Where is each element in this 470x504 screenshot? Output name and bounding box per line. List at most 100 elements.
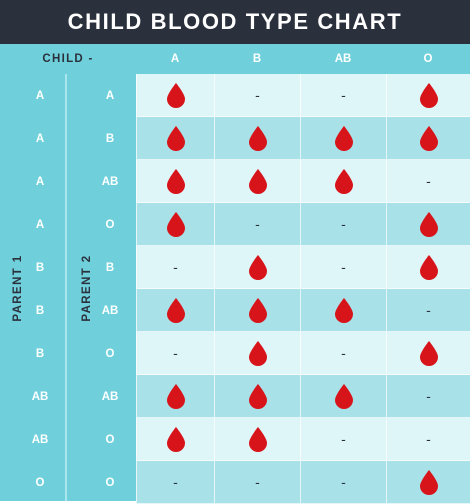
not-possible-mark: - — [255, 216, 260, 232]
result-cell: - — [300, 418, 386, 461]
child-header-bar: CHILD - A B AB O — [0, 44, 470, 74]
table-row: -- — [136, 203, 470, 246]
parent1-type: A — [35, 133, 45, 145]
result-cell — [386, 74, 470, 117]
result-cell — [300, 117, 386, 160]
blood-drop-icon — [166, 298, 185, 323]
parent2-column: PARENT 2 A B AB O B AB O AB O O — [67, 74, 136, 501]
result-cell: - — [300, 74, 386, 117]
result-cell — [300, 375, 386, 418]
blood-drop-icon — [334, 384, 353, 409]
blood-drop-icon — [334, 126, 353, 151]
parent2-type: O — [105, 477, 115, 489]
table-row — [136, 117, 470, 160]
blood-drop-icon — [166, 83, 185, 108]
result-cell — [136, 160, 214, 203]
parent2-type: O — [105, 219, 115, 231]
blood-drop-icon — [248, 341, 267, 366]
result-cell: - — [214, 74, 300, 117]
blood-drop-icon — [166, 169, 185, 194]
table-row: - — [136, 375, 470, 418]
parent1-type: AB — [31, 434, 49, 446]
table-row: - — [136, 160, 470, 203]
result-cell: - — [386, 375, 470, 418]
result-cell: - — [300, 332, 386, 375]
blood-drop-icon — [248, 298, 267, 323]
child-type-header: B — [252, 53, 262, 65]
not-possible-mark: - — [173, 259, 178, 275]
parent2-type: B — [105, 262, 115, 274]
not-possible-mark: - — [341, 259, 346, 275]
blood-drop-icon — [419, 255, 438, 280]
result-cell: - — [214, 461, 300, 504]
blood-drop-icon — [166, 212, 185, 237]
result-cell — [214, 246, 300, 289]
result-cell: - — [386, 289, 470, 332]
result-cell — [386, 461, 470, 504]
result-cell: - — [300, 246, 386, 289]
result-cell — [136, 289, 214, 332]
parent1-type: B — [35, 305, 45, 317]
table-row: -- — [136, 332, 470, 375]
chart-title: CHILD BLOOD TYPE CHART — [0, 0, 470, 44]
result-cell — [136, 375, 214, 418]
parent2-type: AB — [101, 305, 119, 317]
blood-drop-icon — [166, 126, 185, 151]
result-cell — [136, 418, 214, 461]
parent2-type: AB — [101, 176, 119, 188]
blood-drop-icon — [419, 470, 438, 495]
blood-drop-icon — [334, 298, 353, 323]
not-possible-mark: - — [341, 474, 346, 490]
parent1-type: A — [35, 176, 45, 188]
not-possible-mark: - — [341, 345, 346, 361]
blood-drop-icon — [419, 341, 438, 366]
parent2-type: O — [105, 434, 115, 446]
blood-drop-icon — [248, 169, 267, 194]
blood-drop-icon — [419, 212, 438, 237]
parent1-type: O — [35, 477, 45, 489]
blood-drop-icon — [248, 126, 267, 151]
result-cell — [214, 117, 300, 160]
not-possible-mark: - — [341, 87, 346, 103]
result-cell: - — [214, 203, 300, 246]
blood-drop-icon — [166, 427, 185, 452]
result-cell: - — [136, 246, 214, 289]
result-cell: - — [300, 461, 386, 504]
result-cell: - — [386, 418, 470, 461]
result-cell — [214, 332, 300, 375]
parent2-type: B — [105, 133, 115, 145]
result-cell — [136, 74, 214, 117]
table-row: -- — [136, 74, 470, 117]
not-possible-mark: - — [255, 474, 260, 490]
blood-drop-icon — [248, 427, 267, 452]
result-cell — [386, 332, 470, 375]
table-row: - — [136, 289, 470, 332]
parent1-column: PARENT 1 A A A A B B B AB AB O — [0, 74, 67, 501]
blood-drop-icon — [248, 255, 267, 280]
not-possible-mark: - — [173, 345, 178, 361]
parent2-type: A — [105, 90, 115, 102]
not-possible-mark: - — [341, 216, 346, 232]
not-possible-mark: - — [426, 173, 431, 189]
result-cell — [386, 117, 470, 160]
parent1-type: AB — [31, 391, 49, 403]
parent1-type: A — [35, 219, 45, 231]
parent1-type: B — [35, 262, 45, 274]
not-possible-mark: - — [341, 431, 346, 447]
child-type-header: A — [170, 53, 180, 65]
blood-drop-icon — [419, 83, 438, 108]
result-cell: - — [386, 160, 470, 203]
parent1-type: B — [35, 348, 45, 360]
result-cell — [136, 203, 214, 246]
result-cell — [214, 418, 300, 461]
result-cell — [386, 203, 470, 246]
result-cell: - — [136, 461, 214, 504]
child-label: CHILD - — [42, 53, 94, 65]
result-grid: ---------------- — [136, 74, 470, 504]
not-possible-mark: - — [426, 302, 431, 318]
not-possible-mark: - — [426, 431, 431, 447]
table-row: -- — [136, 246, 470, 289]
parent1-type: A — [35, 90, 45, 102]
result-cell — [300, 160, 386, 203]
